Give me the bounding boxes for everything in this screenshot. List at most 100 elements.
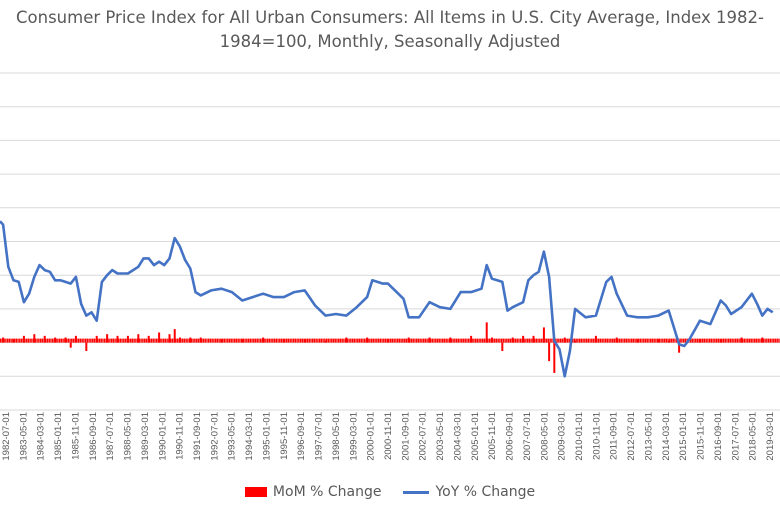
mom-bar-base — [405, 338, 407, 343]
mom-bar-base — [369, 338, 371, 343]
mom-bar-base — [336, 338, 338, 343]
mom-bar-base — [402, 338, 404, 343]
mom-bar-base — [655, 338, 657, 343]
mom-bar-base — [41, 338, 43, 343]
mom-bar-base — [384, 338, 387, 343]
mom-bar-base — [253, 338, 255, 343]
mom-bar-base — [573, 338, 576, 343]
mom-bar-base — [745, 338, 747, 343]
mom-bar-base — [277, 338, 279, 343]
mom-bar-base — [29, 338, 31, 343]
legend-item-mom[interactable]: MoM % Change — [244, 484, 381, 500]
legend-item-yoy[interactable]: YoY % Change — [403, 484, 535, 500]
mom-bar-base — [17, 338, 19, 343]
mom-bar-base — [577, 338, 579, 343]
mom-bar-base — [244, 338, 246, 343]
mom-bar-base — [506, 338, 508, 343]
x-tick-label: 1998-05-01 — [331, 412, 342, 461]
mom-bar-base — [265, 338, 267, 343]
mom-bar-base — [320, 338, 323, 343]
mom-bar-base — [156, 338, 158, 343]
mom-bar-base — [454, 338, 456, 343]
mom-bar-18 — [173, 329, 176, 343]
mom-bar-base — [459, 338, 461, 343]
mom-bar-base — [334, 338, 336, 343]
mom-bar-base — [327, 338, 329, 343]
mom-bar-base — [284, 338, 286, 343]
mom-bar-12 — [116, 335, 119, 343]
mom-bar-base — [322, 338, 324, 343]
mom-bar-base — [741, 338, 744, 343]
mom-bar-30 — [386, 339, 389, 343]
mom-bar-base — [206, 338, 208, 343]
mom-bar-base — [452, 338, 454, 343]
mom-bar-base — [91, 338, 94, 343]
mom-bar-base — [474, 338, 477, 343]
gridlines — [0, 72, 780, 411]
mom-bar-base — [445, 338, 447, 343]
x-tick-label: 2019-03-01 — [765, 412, 776, 461]
mom-bar-base — [154, 338, 156, 343]
mom-bar-48 — [636, 339, 639, 343]
mom-bar-base — [601, 338, 603, 343]
mom-bar-base — [104, 338, 106, 343]
mom-bar-base — [142, 338, 144, 343]
mom-bar-base — [715, 338, 718, 343]
mom-bar-base — [124, 338, 127, 343]
mom-bar-base — [234, 338, 236, 343]
mom-bar-6 — [64, 337, 67, 343]
mom-bar-base — [403, 338, 406, 343]
mom-bar-base — [246, 338, 248, 343]
mom-bar-base — [341, 338, 343, 343]
x-tick-label: 1989-03-01 — [140, 412, 151, 461]
mom-bar-base — [755, 338, 758, 343]
legend: MoM % Change YoY % Change — [0, 484, 780, 500]
x-tick-label: 2012-07-01 — [626, 412, 637, 461]
mom-bar-base — [481, 338, 484, 343]
mom-bar-base — [395, 338, 397, 343]
mom-bar-base — [201, 338, 203, 343]
mom-bar-base — [620, 338, 622, 343]
mom-bar-base — [78, 338, 80, 343]
mom-bar-base — [414, 338, 416, 343]
mom-bar-base — [455, 338, 458, 343]
mom-bar-33 — [449, 337, 452, 343]
mom-bar-base — [627, 338, 629, 343]
mom-bar-base — [433, 338, 435, 343]
mom-bar-base — [242, 338, 245, 343]
mom-bar-base — [500, 338, 503, 343]
x-tick-label: 2013-05-01 — [644, 412, 655, 461]
mom-bar-44 — [563, 337, 566, 343]
mom-bar-base — [667, 338, 669, 343]
x-tick-label: 1983-05-01 — [18, 412, 29, 461]
mom-bar-base — [149, 338, 151, 343]
mom-bar-base — [391, 338, 394, 343]
mom-bar-base — [752, 338, 754, 343]
mom-bar-base — [308, 338, 310, 343]
mom-bar-base — [164, 338, 167, 343]
mom-bar-base — [6, 338, 9, 343]
mom-bar-base — [346, 338, 349, 343]
mom-bar-base — [662, 338, 664, 343]
mom-bar-base — [750, 338, 752, 343]
mom-bar-base — [767, 338, 770, 343]
mom-bar-base — [114, 338, 116, 343]
x-tick-label: 1984-03-01 — [36, 412, 47, 461]
mom-bar-base — [130, 338, 132, 343]
mom-bar-base — [270, 338, 272, 343]
mom-bar-base — [670, 338, 673, 343]
mom-bar-base — [45, 338, 47, 343]
x-tick-label: 1994-03-01 — [244, 412, 255, 461]
x-tick-label: 1988-05-01 — [123, 412, 134, 461]
mom-bar-base — [192, 338, 194, 343]
mom-bar-base — [187, 338, 189, 343]
mom-bar-base — [546, 338, 548, 343]
mom-bar-base — [52, 338, 54, 343]
mom-bar-base — [585, 338, 588, 343]
mom-bar-base — [679, 338, 681, 343]
mom-bar-base — [587, 338, 589, 343]
mom-bar-base — [714, 338, 716, 343]
mom-bar-base — [717, 338, 719, 343]
mom-bar-base — [39, 338, 42, 343]
x-tick-label: 2010-11-01 — [591, 412, 602, 460]
